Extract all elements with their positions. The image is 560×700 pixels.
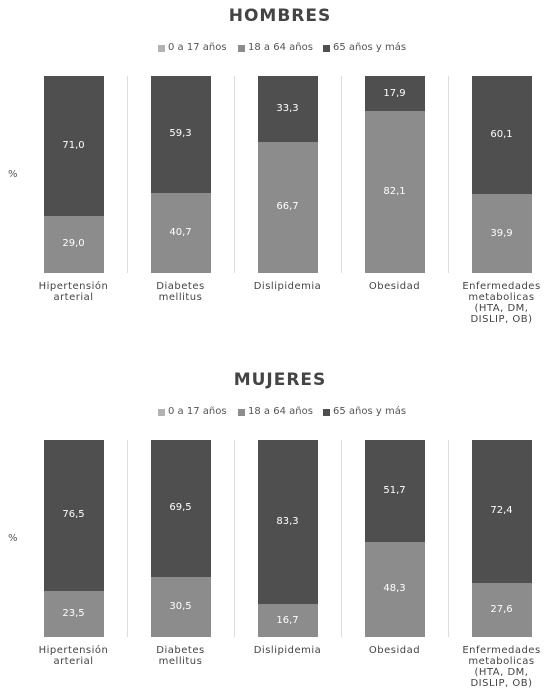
bar-segment — [150, 192, 211, 273]
x-tick-label: Obesidad — [368, 281, 421, 292]
separator — [127, 76, 128, 273]
data-label: 48,3 — [383, 583, 406, 595]
legend-swatch — [238, 409, 245, 416]
bar-segment — [471, 194, 532, 273]
legend-label: 65 años y más — [333, 406, 407, 417]
legend-swatch — [238, 45, 245, 52]
separator — [341, 76, 342, 273]
y-axis-label: % — [8, 168, 18, 180]
bar-segment — [471, 76, 532, 195]
legend-label: 0 a 17 años — [168, 406, 227, 417]
data-label: 59,3 — [169, 128, 192, 140]
legend-swatch — [158, 45, 165, 52]
bar-segment — [257, 604, 318, 637]
legend-swatch — [323, 45, 330, 52]
chart-title: HOMBRES — [228, 6, 332, 26]
bar-segment — [257, 440, 318, 605]
y-axis-label: % — [8, 532, 18, 544]
legend-swatch — [323, 409, 330, 416]
separator — [448, 440, 449, 637]
data-label: 69,5 — [169, 502, 192, 514]
x-tick-label: Hipertensión arterial — [38, 281, 109, 303]
data-label: 66,7 — [276, 201, 299, 213]
bar-segment — [257, 76, 318, 142]
data-label: 17,9 — [383, 87, 406, 99]
data-label: 51,7 — [383, 484, 406, 496]
bar-segment — [257, 141, 318, 273]
data-label: 16,7 — [276, 614, 299, 626]
legend-label: 18 a 64 años — [248, 42, 313, 53]
x-tick-label: Dislipidemia — [253, 645, 322, 656]
legend-label: 0 a 17 años — [168, 42, 227, 53]
separator — [341, 440, 342, 637]
x-tick-label: Diabetes mellitus — [156, 645, 205, 667]
data-label: 39,9 — [490, 227, 513, 239]
x-tick-label: Dislipidemia — [253, 281, 322, 292]
separator — [127, 440, 128, 637]
data-label: 76,5 — [62, 509, 85, 521]
bar-segment — [150, 440, 211, 577]
data-label: 71,0 — [62, 139, 85, 151]
bar-segment — [471, 440, 532, 583]
x-tick-label: Obesidad — [368, 645, 421, 656]
bar-segment — [364, 76, 425, 112]
chart-title: MUJERES — [233, 370, 327, 390]
bar-segment — [364, 541, 425, 637]
separator — [234, 440, 235, 637]
legend-swatch — [158, 409, 165, 416]
data-label: 27,6 — [490, 603, 513, 615]
x-tick-label: Enfermedades metabolicas (HTA, DM, DISLI… — [462, 281, 541, 325]
bar-segment — [43, 590, 104, 637]
data-label: 40,7 — [169, 226, 192, 238]
legend-label: 65 años y más — [333, 42, 407, 53]
separator — [448, 76, 449, 273]
bar-segment — [43, 440, 104, 591]
data-label: 23,5 — [62, 607, 85, 619]
x-tick-label: Enfermedades metabolicas (HTA, DM, DISLI… — [462, 645, 541, 689]
bar-segment — [364, 111, 425, 273]
legend-label: 18 a 64 años — [248, 406, 313, 417]
data-label: 30,5 — [169, 600, 192, 612]
bar-segment — [43, 215, 104, 273]
data-label: 83,3 — [276, 516, 299, 528]
x-tick-label: Hipertensión arterial — [38, 645, 109, 667]
data-label: 29,0 — [62, 238, 85, 250]
bar-segment — [150, 576, 211, 637]
bar-segment — [471, 582, 532, 637]
data-label: 82,1 — [383, 186, 406, 198]
separator — [234, 76, 235, 273]
bar-segment — [150, 76, 211, 193]
x-tick-label: Diabetes mellitus — [156, 281, 205, 303]
data-label: 33,3 — [276, 102, 299, 114]
data-label: 60,1 — [490, 129, 513, 141]
data-label: 72,4 — [490, 505, 513, 517]
bar-segment — [43, 76, 104, 216]
bar-segment — [364, 440, 425, 542]
